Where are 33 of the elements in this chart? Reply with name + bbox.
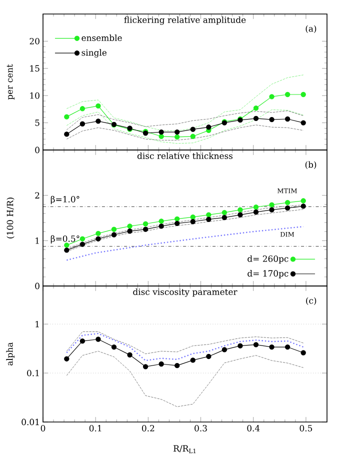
y-axis-title: per cent: [6, 64, 14, 100]
annotation: (b): [305, 161, 316, 169]
annotation: (c): [306, 297, 316, 305]
y-tick-label: 1: [36, 320, 39, 328]
x-tick-label: 0.5: [300, 425, 312, 432]
x-axis-title: R/R$_{L1}$: [174, 445, 196, 454]
annotation: β=0.5°: [50, 235, 80, 244]
chart-title: disc viscosity parameter: [133, 288, 238, 297]
annotation: (a): [306, 25, 316, 33]
legend-label: single: [82, 49, 107, 58]
y-tick-label: 5: [35, 120, 40, 126]
chart-title: flickering relative amplitude: [124, 16, 246, 25]
y-tick-label: 1: [36, 238, 39, 244]
y-tick-label: 15: [30, 65, 40, 72]
y-tick-label: 0.1: [27, 370, 39, 376]
y-tick-label: 0: [35, 146, 40, 154]
y-tick-label: 0.01: [22, 418, 39, 426]
annotation: β=1.0°: [50, 196, 80, 204]
y-axis-title: (100 H/R): [6, 198, 14, 238]
chart-title: disc relative thickness: [137, 152, 233, 160]
legend-label: d= 260pc: [248, 255, 288, 264]
x-tick-label: 0.1: [89, 425, 102, 432]
y-axis-title: alpha: [6, 342, 14, 366]
x-tick-label: 0.2: [142, 425, 154, 432]
legend-label: d= 170pc: [248, 270, 288, 278]
legend-label: ensemble: [82, 34, 122, 42]
y-tick-label: 0: [35, 282, 40, 290]
y-tick-label: 10: [30, 92, 40, 99]
x-tick-label: 0.3: [194, 425, 207, 432]
y-tick-label: 2: [35, 192, 40, 198]
x-tick-label: 0: [40, 425, 46, 432]
x-tick-label: 0.4: [247, 425, 260, 432]
y-tick-label: 20: [30, 38, 40, 44]
